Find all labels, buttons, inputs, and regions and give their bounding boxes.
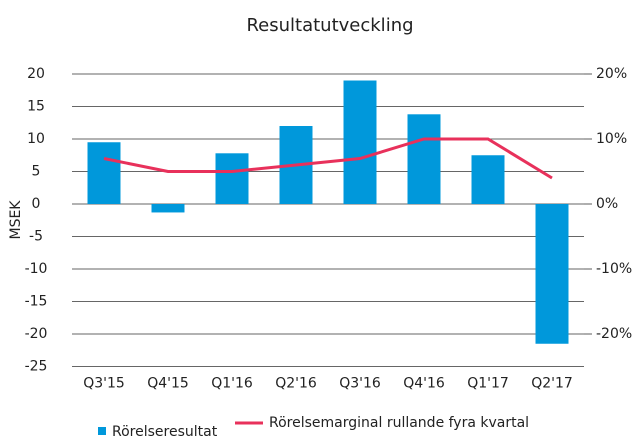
x-tick-label: Q3'16 [339, 376, 381, 392]
x-tick-label: Q2'17 [531, 376, 573, 392]
y-tick-label: 10 [27, 131, 45, 147]
bar [215, 153, 249, 204]
bar [471, 155, 505, 204]
y-tick-label: -15 [25, 294, 48, 310]
x-tick-label: Q1'16 [211, 376, 253, 392]
x-tick-label: Q4'16 [403, 376, 445, 392]
line [103, 137, 553, 180]
y-axis-label: MSEK [8, 200, 24, 240]
x-tick-label: Q3'15 [83, 376, 125, 392]
x-tick-label: Q1'17 [467, 376, 509, 392]
bar [535, 204, 569, 344]
y-tick-label: -20 [25, 326, 48, 342]
y2-tick-label: -20% [596, 326, 632, 342]
chart-title: Resultatutveckling [246, 15, 413, 36]
x-tick-label: Q4'15 [147, 376, 189, 392]
y-tick-label: -5 [29, 229, 43, 245]
legend-label: Rörelsemarginal rullande fyra kvartal [269, 415, 529, 431]
y-tick-label: -10 [25, 261, 48, 277]
bar [343, 80, 377, 204]
y2-tick-label: -10% [596, 261, 632, 277]
legend-swatch [98, 427, 106, 435]
bar [151, 204, 185, 213]
y-tick-label: 15 [27, 99, 45, 115]
x-tick-label: Q2'16 [275, 376, 317, 392]
y-tick-label: 5 [32, 164, 41, 180]
y-tick-label: 20 [27, 66, 45, 82]
bar [87, 142, 121, 204]
y2-tick-label: 20% [596, 66, 627, 82]
y-tick-label: -25 [25, 359, 48, 375]
y-tick-label: 0 [32, 196, 41, 212]
y2-tick-label: 10% [596, 131, 627, 147]
bar [407, 114, 441, 204]
legend-label: Rörelseresultat [112, 424, 218, 438]
y2-tick-label: 0% [596, 196, 618, 212]
